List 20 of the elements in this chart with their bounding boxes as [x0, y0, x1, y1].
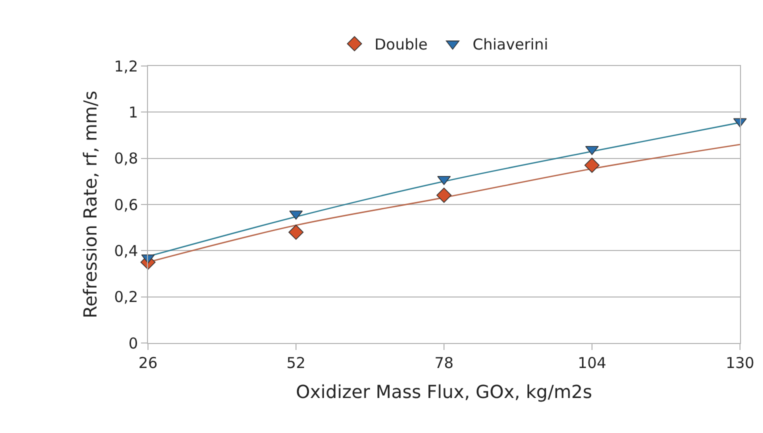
y-tick-label: 0,8: [114, 150, 138, 168]
legend-label: Double: [374, 36, 428, 54]
y-tick-label: 1: [128, 103, 138, 122]
x-axis-title: Oxidizer Mass Flux, GOx, kg/m2s: [296, 382, 592, 404]
y-tick-label: 0: [128, 334, 138, 352]
x-tick-label: 104: [578, 354, 606, 372]
point: [436, 188, 452, 203]
y-tick-label: 0,2: [114, 288, 138, 306]
y-tick-label: 1,2: [114, 57, 138, 76]
point: [584, 158, 600, 173]
x-tick-label: 78: [434, 354, 454, 372]
legend-label: Chiaverini: [472, 36, 548, 54]
x-tick-label: 130: [726, 354, 754, 372]
x-tick-label: 26: [138, 354, 158, 372]
y-tick-label: 0,4: [114, 242, 138, 260]
point: [288, 224, 304, 240]
x-tick-label: 52: [286, 354, 306, 372]
y-axis-title: Refression Rate, rf, mm/s: [80, 90, 102, 318]
y-tick-label: 0,6: [114, 196, 138, 214]
point: [437, 176, 451, 186]
